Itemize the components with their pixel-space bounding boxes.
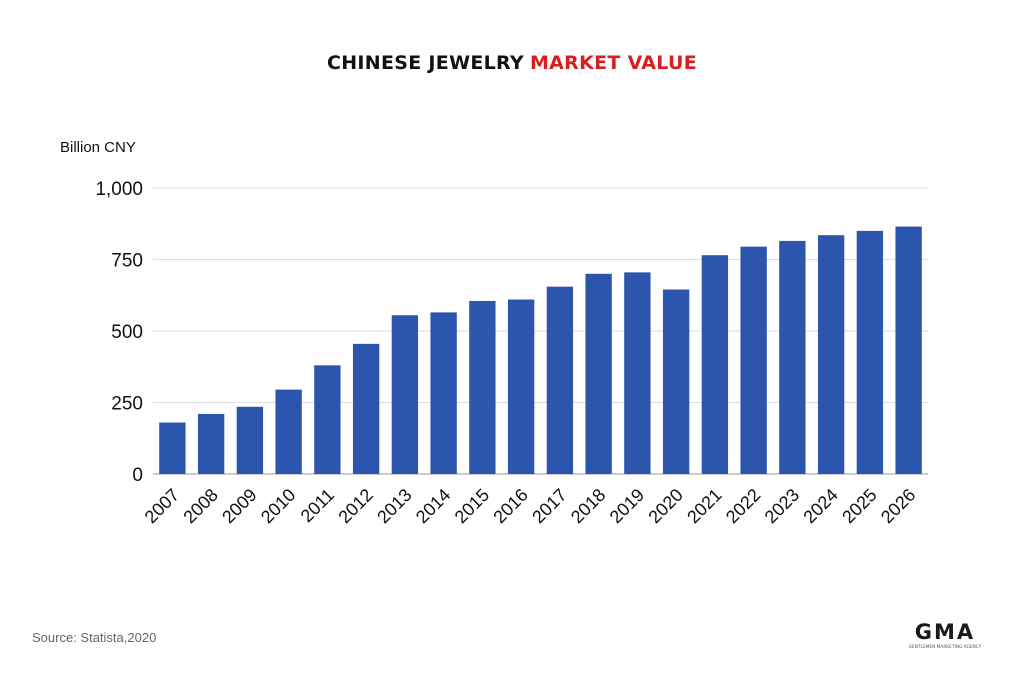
y-tick-label: 250 xyxy=(111,394,143,415)
bar-2009 xyxy=(236,406,264,474)
x-tick-label: 2026 xyxy=(877,485,919,527)
x-tick-labels: 2007200820092010201120122013201420152016… xyxy=(141,485,920,527)
bar-2026 xyxy=(895,226,922,474)
bar-layer xyxy=(159,226,922,474)
bar-2023 xyxy=(779,240,806,474)
y-axis-label: Billion CNY xyxy=(60,139,136,156)
y-tick-label: 500 xyxy=(111,322,143,343)
bar-2022 xyxy=(740,246,767,474)
x-tick-label: 2016 xyxy=(489,485,531,527)
bar-2021 xyxy=(701,255,729,474)
bar-2015 xyxy=(469,300,496,474)
bar-2013 xyxy=(391,315,419,474)
logo-tagline: GENTLEMEN MARKETING AGENCY xyxy=(909,644,982,650)
chart-title-main: CHINESE JEWELRY xyxy=(326,52,524,74)
bar-2020 xyxy=(662,289,690,474)
bar-2011 xyxy=(314,365,341,474)
x-tick-label: 2021 xyxy=(683,485,725,527)
x-tick-label: 2010 xyxy=(257,485,299,527)
x-tick-label: 2020 xyxy=(644,485,686,527)
source-note: Source: Statista,2020 xyxy=(32,630,157,645)
bar-2008 xyxy=(197,413,225,474)
chart-title-accent: MARKET VALUE xyxy=(529,52,698,74)
x-tick-label: 2025 xyxy=(838,485,880,527)
bar-2017 xyxy=(546,286,574,474)
x-tick-label: 2023 xyxy=(761,485,803,527)
grid-layer xyxy=(153,187,928,475)
bar-2025 xyxy=(856,230,884,474)
bar-2024 xyxy=(817,235,845,474)
x-tick-label: 2007 xyxy=(141,485,183,527)
x-tick-label: 2022 xyxy=(722,485,764,527)
x-tick-label: 2024 xyxy=(799,485,841,527)
x-tick-label: 2008 xyxy=(179,485,221,527)
bar-2012 xyxy=(352,343,380,474)
gma-logo: GMA GENTLEMEN MARKETING AGENCY xyxy=(909,620,982,650)
chart-title: CHINESE JEWELRY MARKET VALUE xyxy=(0,52,1024,74)
bar-2007 xyxy=(159,422,186,474)
x-tick-label: 2011 xyxy=(297,485,339,527)
chart-svg: Billion CNY 0 250 500 750 1,000 200720082009… xyxy=(60,139,928,527)
y-tick-label: 750 xyxy=(111,251,143,272)
x-tick-label: 2009 xyxy=(218,485,260,527)
bar-2018 xyxy=(585,273,612,474)
bar-2016 xyxy=(507,299,535,474)
y-tick-label: 0 xyxy=(132,465,143,486)
bar-2014 xyxy=(430,312,457,474)
logo-wordmark: GMA xyxy=(915,620,975,644)
y-tick-labels: 0 250 500 750 1,000 xyxy=(95,179,143,486)
y-tick-label: 1,000 xyxy=(95,179,143,200)
x-tick-label: 2013 xyxy=(373,485,415,527)
bar-2019 xyxy=(624,272,651,474)
x-tick-label: 2015 xyxy=(451,485,493,527)
x-tick-label: 2019 xyxy=(606,485,648,527)
bar-2010 xyxy=(275,389,302,474)
x-tick-label: 2012 xyxy=(334,485,376,527)
x-tick-label: 2014 xyxy=(412,485,454,527)
x-tick-label: 2017 xyxy=(528,485,570,527)
x-tick-label: 2018 xyxy=(567,485,609,527)
